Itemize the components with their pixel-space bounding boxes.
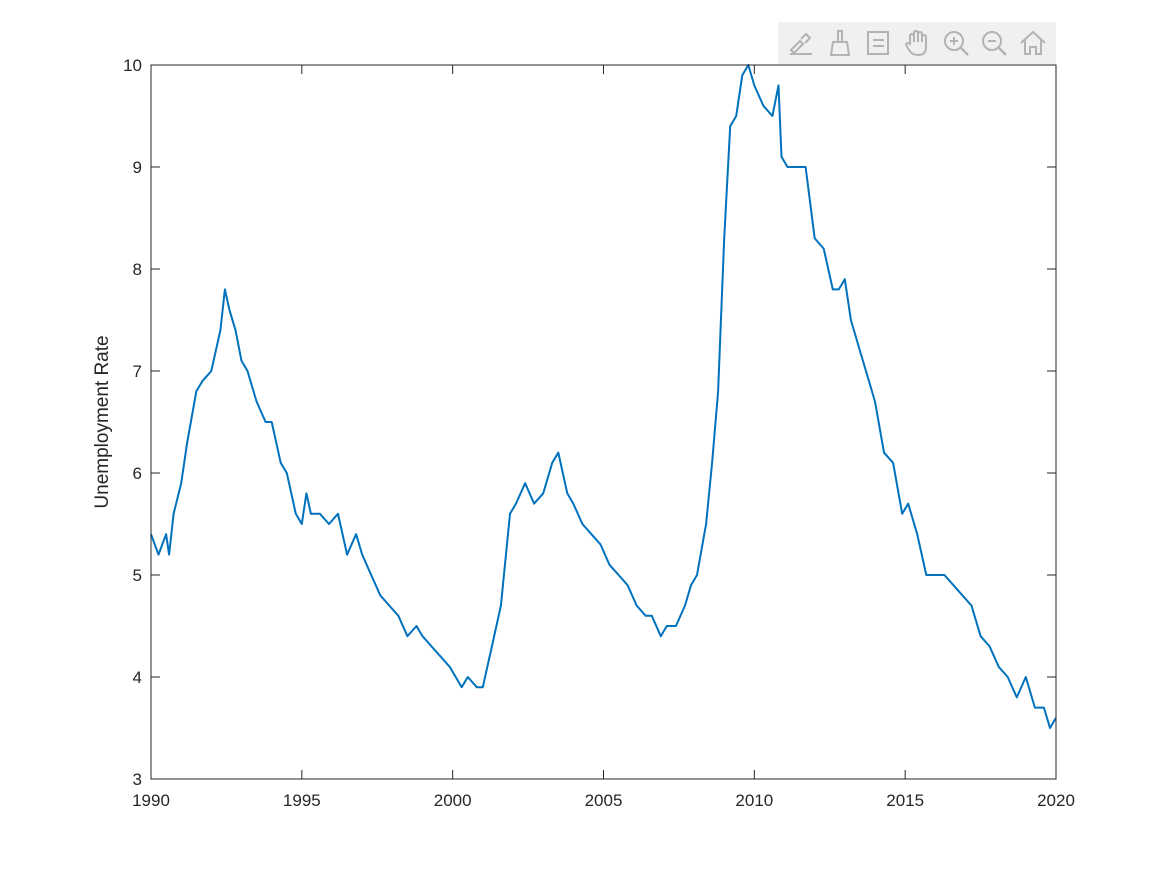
home-icon: [1019, 30, 1046, 55]
y-tick-label: 10: [123, 56, 142, 75]
y-tick-label: 5: [133, 566, 142, 585]
y-tick-label: 9: [133, 158, 142, 177]
x-tick-label: 2000: [434, 791, 472, 810]
legend-icon: [867, 31, 890, 55]
y-tick-label: 7: [133, 362, 142, 381]
axes-toolbar: [778, 22, 1056, 64]
data-brush-icon: [829, 30, 851, 56]
y-tick-label: 4: [133, 668, 142, 687]
y-axis-label: Unemployment Rate: [92, 335, 113, 508]
legend-button[interactable]: [861, 26, 895, 60]
y-tick-label: 3: [133, 770, 142, 789]
x-tick-label: 2020: [1037, 791, 1075, 810]
zoom-in-icon: [943, 31, 969, 56]
zoom-in-button[interactable]: [939, 26, 973, 60]
pan-hand-icon: [904, 29, 927, 57]
brush-edit-button[interactable]: [784, 26, 818, 60]
y-tick-label: 6: [133, 464, 142, 483]
plot-area-box: [150, 64, 1057, 780]
y-tick-labels: 3 4 5 6 7 8 9 10: [123, 56, 142, 789]
unemployment-rate-line: [150, 64, 1057, 729]
brush-edit-icon: [789, 32, 813, 55]
x-tick-label: 2005: [585, 791, 623, 810]
pan-button[interactable]: [900, 26, 934, 60]
y-tick-label: 8: [133, 260, 142, 279]
x-tick-label: 2010: [735, 791, 773, 810]
x-tick-labels: 1990 1995 2000 2005 2010 2015 2020: [132, 791, 1075, 810]
zoom-out-button[interactable]: [977, 26, 1011, 60]
x-tick-label: 1990: [132, 791, 170, 810]
x-tick-label: 1995: [283, 791, 321, 810]
data-brush-button[interactable]: [823, 26, 857, 60]
zoom-out-icon: [982, 31, 1007, 56]
plot-area-background: [151, 65, 1056, 779]
x-tick-label: 2015: [886, 791, 924, 810]
restore-view-button[interactable]: [1016, 26, 1050, 60]
